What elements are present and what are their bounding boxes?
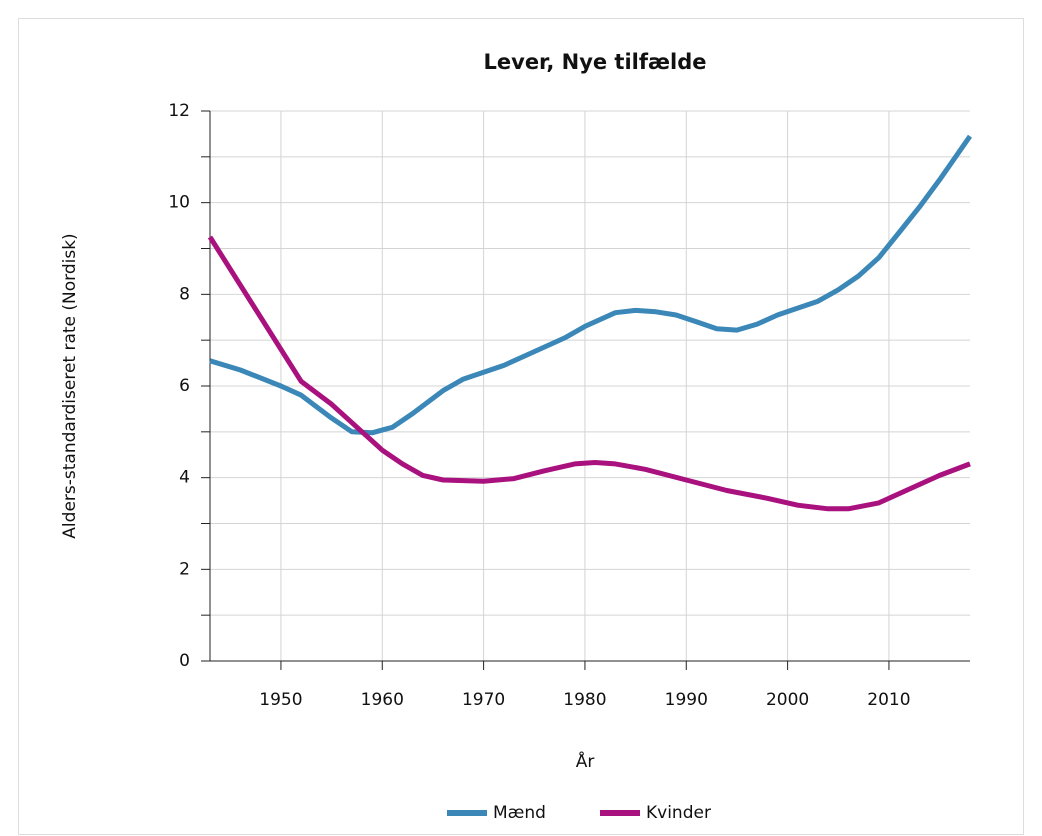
- y-axis-title: Alders-standardiseret rate (Nordisk): [60, 233, 80, 538]
- series-line: [207, 235, 971, 512]
- x-tick-label: 1950: [259, 690, 302, 710]
- y-tick-label: 8: [179, 284, 190, 304]
- x-tick-label: 1960: [361, 690, 404, 710]
- x-tick-label: 1970: [462, 690, 505, 710]
- panel-border: [18, 18, 1024, 835]
- y-tick-label: 10: [168, 193, 190, 213]
- y-tick-label: 4: [179, 468, 190, 488]
- legend-label: Mænd: [493, 803, 546, 823]
- y-tick-label: 0: [179, 651, 190, 671]
- series-line: [209, 134, 973, 436]
- y-tick-label: 12: [168, 101, 190, 121]
- y-tick-label: 2: [179, 559, 190, 579]
- legend-label: Kvinder: [646, 803, 711, 823]
- x-axis-title: År: [576, 750, 595, 772]
- x-tick-label: 2010: [867, 690, 910, 710]
- x-tick-label: 2000: [766, 690, 809, 710]
- chart-title: Lever, Nye tilfælde: [484, 50, 707, 74]
- y-tick-label: 6: [179, 376, 190, 396]
- x-tick-label: 1990: [665, 690, 708, 710]
- x-tick-label: 1980: [563, 690, 606, 710]
